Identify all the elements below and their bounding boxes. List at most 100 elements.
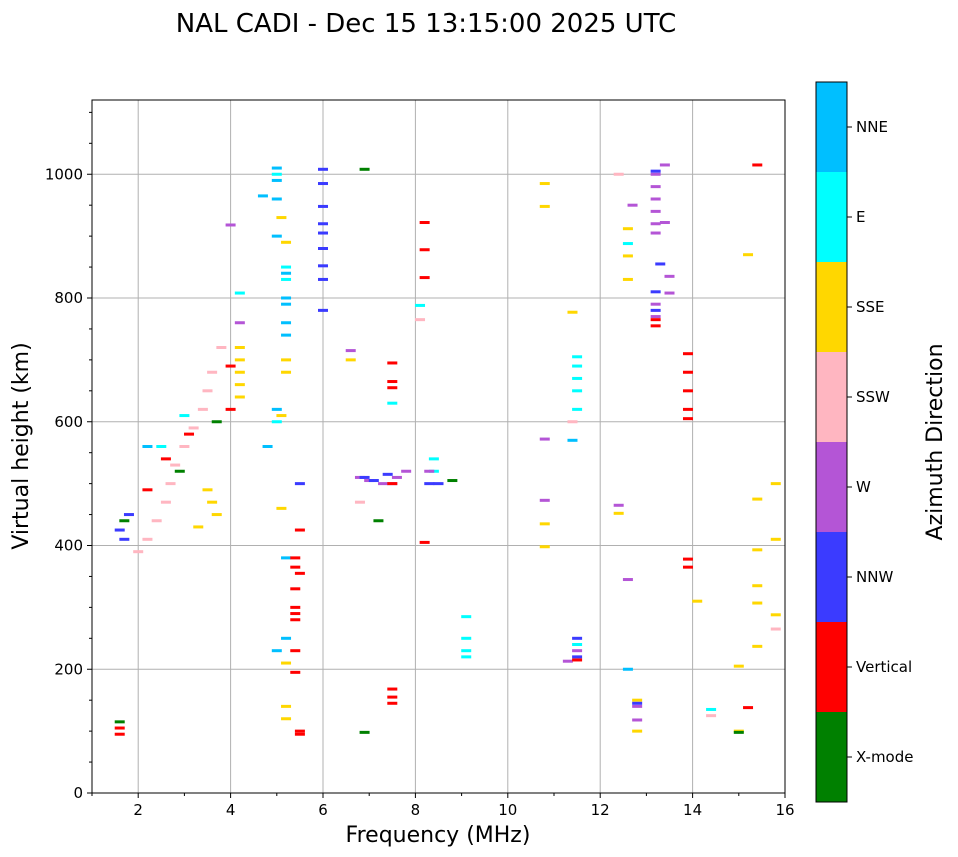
echo-mark-nnw (123, 513, 134, 517)
echo-mark-nnw (632, 701, 643, 705)
colorbar-label: SSE (856, 298, 885, 316)
echo-mark-e (428, 457, 439, 461)
echo-mark-w (225, 223, 236, 227)
echo-mark-sse (632, 729, 643, 733)
echo-mark-vertical (650, 324, 661, 328)
echo-mark-sse (211, 513, 222, 517)
echo-mark-x-mode (211, 420, 222, 424)
x-tick-label: 14 (683, 801, 702, 819)
echo-mark-nne (281, 636, 292, 640)
echo-mark-w (613, 503, 624, 507)
echo-mark-e (156, 445, 167, 448)
y-tick-label: 800 (54, 289, 83, 307)
y-axis-label: Virtual height (km) (9, 342, 34, 549)
colorbar-label: E (856, 208, 865, 226)
echo-mark-w (650, 231, 661, 235)
echo-mark-nne (257, 194, 268, 198)
echo-mark-vertical (294, 571, 305, 575)
echo-mark-nnw (650, 169, 661, 173)
echo-mark-w (234, 321, 245, 325)
echo-mark-nne (271, 166, 282, 170)
echo-mark-vertical (682, 557, 693, 561)
echo-mark-ssw (770, 627, 781, 631)
echo-mark-nnw (318, 264, 328, 268)
colorbar-swatch (816, 172, 847, 262)
echo-mark-sse (752, 497, 763, 501)
echo-mark-nne (142, 445, 153, 448)
echo-mark-e (572, 355, 583, 359)
echo-mark-x-mode (373, 519, 384, 523)
echo-mark-e (415, 303, 426, 307)
echo-mark-e (572, 389, 583, 393)
echo-mark-x-mode (114, 720, 125, 724)
echo-mark-nne (271, 407, 282, 411)
echo-mark-nne (271, 197, 282, 201)
echo-mark-sse (193, 525, 204, 529)
echo-mark-vertical (387, 361, 398, 365)
echo-mark-w (664, 291, 675, 295)
echo-mark-vertical (682, 407, 693, 411)
echo-mark-ssw (160, 500, 171, 504)
x-tick-label: 16 (775, 801, 794, 819)
echo-mark-e (271, 420, 282, 424)
echo-mark-ssw (354, 500, 365, 504)
echo-mark-sse (281, 240, 292, 244)
echo-mark-sse (632, 698, 643, 702)
y-tick-label: 0 (73, 784, 83, 802)
chart-title: NAL CADI - Dec 15 13:15:00 2025 UTC (176, 9, 676, 39)
echo-mark-nne (281, 271, 292, 275)
echo-mark-vertical (387, 386, 398, 390)
echo-mark-vertical (682, 352, 693, 356)
echo-mark-sse (207, 500, 218, 504)
x-tick-label: 12 (591, 801, 610, 819)
echo-mark-vertical (290, 587, 301, 591)
echo-mark-nnw (318, 231, 328, 235)
echo-mark-w (632, 704, 643, 708)
echo-mark-vertical (387, 380, 398, 384)
echo-mark-vertical (387, 695, 398, 699)
colorbar-swatch (816, 352, 847, 442)
echo-mark-e (461, 655, 472, 659)
echo-mark-nnw (318, 222, 328, 226)
echo-mark-nnw (114, 528, 125, 532)
echo-mark-e (461, 636, 472, 640)
echo-mark-nnw (318, 247, 328, 250)
echo-mark-w (650, 197, 661, 201)
echo-mark-w (632, 718, 643, 722)
echo-mark-ssw (197, 407, 208, 411)
echo-mark-nnw (318, 204, 328, 208)
echo-mark-sse (770, 613, 781, 617)
echo-mark-sse (567, 310, 578, 314)
echo-mark-vertical (290, 649, 301, 653)
echo-mark-nnw (318, 277, 328, 281)
echo-mark-nnw (294, 482, 305, 486)
echo-mark-w (572, 649, 583, 653)
echo-mark-w (424, 469, 435, 473)
plot-frame (91, 99, 786, 794)
echo-mark-ssw (415, 318, 426, 322)
echo-mark-e (387, 401, 398, 405)
echo-mark-nne (271, 649, 282, 653)
echo-mark-sse (234, 346, 245, 349)
echo-mark-sse (202, 488, 213, 492)
echo-mark-ssw (133, 550, 144, 554)
echo-mark-sse (733, 664, 744, 668)
colorbar-frame (815, 81, 848, 803)
colorbar-swatch (816, 622, 847, 712)
echo-mark-sse (770, 537, 781, 541)
echo-mark-e (271, 172, 282, 176)
echo-mark-w (650, 172, 661, 176)
echo-mark-vertical (650, 318, 661, 322)
echo-mark-vertical (290, 612, 301, 616)
y-tick-label: 400 (54, 537, 83, 555)
colorbar-swatch (816, 532, 847, 622)
echo-mark-w (650, 209, 661, 213)
echo-mark-nne (567, 438, 578, 442)
echo-mark-e (572, 407, 583, 411)
echo-mark-vertical (682, 565, 693, 569)
echo-mark-e (281, 277, 292, 281)
echo-mark-nne (281, 556, 292, 560)
echo-mark-e (706, 707, 717, 711)
echo-mark-e (461, 615, 472, 619)
